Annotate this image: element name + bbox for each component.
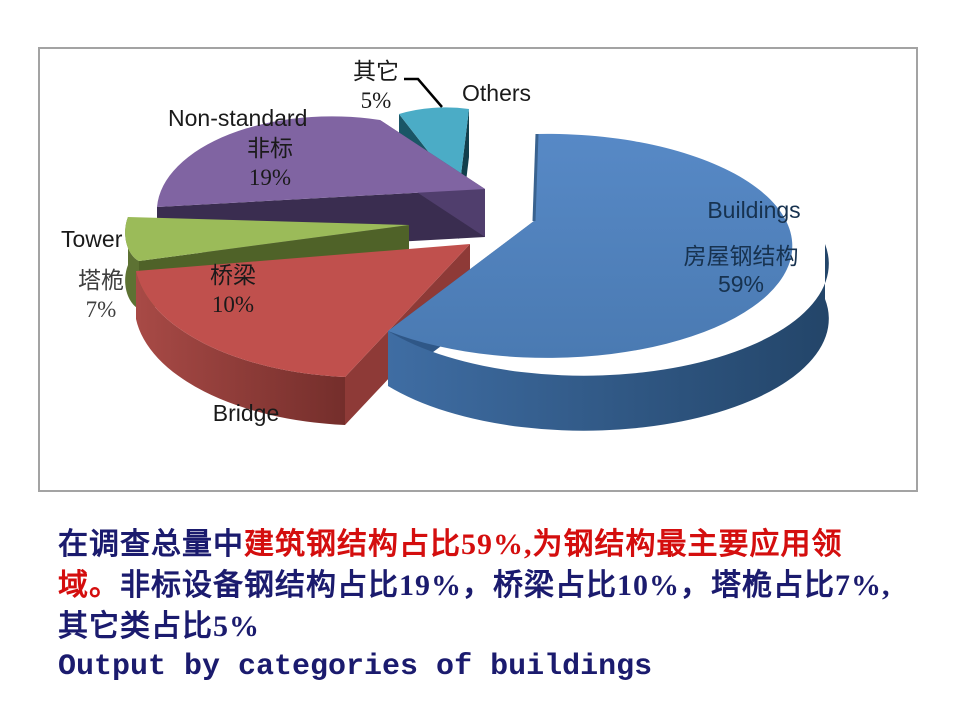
caption-line-2: 域。非标设备钢结构占比19%，桥梁占比10%，塔桅占比7%,: [58, 565, 918, 606]
slice-tower-arc-wall: [125, 217, 139, 309]
nonstandard-label-en: Non-standard: [168, 105, 308, 131]
tower-label-zh-pct: 7%: [85, 297, 117, 322]
caption-line1-navy: 在调查总量中: [58, 528, 244, 561]
buildings-label-en: Buildings: [707, 197, 801, 223]
slice-bridge-rim-wall: [136, 271, 345, 425]
others-label-zh-pct: 5%: [360, 88, 392, 113]
others-leader-line: [404, 77, 443, 108]
nonstandard-label-zh: 非标 19%: [247, 134, 293, 192]
caption-block: 在调查总量中建筑钢结构占比59%,为钢结构最主要应用领 域。非标设备钢结构占比1…: [58, 524, 918, 688]
buildings-label-zh: 房屋钢结构 59%: [684, 243, 799, 298]
bridge-label-zh: 桥梁 10%: [210, 261, 256, 319]
slice-bridge-top: [136, 244, 470, 377]
nonstandard-label-zh-text: 非标: [247, 136, 293, 161]
tower-label-zh-text: 塔桅: [78, 268, 124, 293]
pie-chart-area: 其它 5% Others Non-standard 非标 19% Tower 塔…: [38, 47, 918, 492]
caption-line2-navy: 非标设备钢结构占比19%，桥梁占比10%，塔桅占比7%,: [120, 569, 891, 602]
caption-line2-red: 域。: [58, 569, 120, 602]
bridge-label-zh-pct: 10%: [211, 292, 255, 317]
slice-nonstandard-top: [157, 116, 485, 207]
nonstandard-label-zh-pct: 19%: [248, 165, 292, 190]
tower-label-en: Tower: [61, 226, 123, 252]
others-label-en: Others: [462, 80, 532, 106]
slice-tower-top: [125, 217, 409, 261]
caption-line-1: 在调查总量中建筑钢结构占比59%,为钢结构最主要应用领: [58, 524, 918, 565]
caption-line-3: 其它类占比5%: [58, 606, 918, 647]
bridge-label-en: Bridge: [212, 400, 280, 426]
tower-label-zh: 塔桅 7%: [78, 266, 124, 324]
slice-buildings-start-edge: [532, 133, 539, 222]
caption-line3-navy: 其它类占比5%: [58, 610, 260, 643]
buildings-label-zh-text: 房屋钢结构: [683, 243, 799, 269]
pie-chart-svg: [125, 77, 829, 431]
others-label-zh-text: 其它: [353, 59, 399, 84]
caption-line4-navy: Output by categories of buildings: [58, 650, 653, 684]
caption-line1-red: 建筑钢结构占比59%,为钢结构最主要应用领: [244, 528, 843, 561]
others-label-zh: 其它 5%: [353, 57, 399, 115]
caption-line-4: Output by categories of buildings: [58, 647, 918, 688]
buildings-label-zh-pct: 59%: [717, 270, 765, 297]
bridge-label-zh-text: 桥梁: [210, 263, 256, 288]
slice-buildings-rim-wall: [388, 244, 829, 431]
slice-buildings-top: [388, 133, 793, 358]
